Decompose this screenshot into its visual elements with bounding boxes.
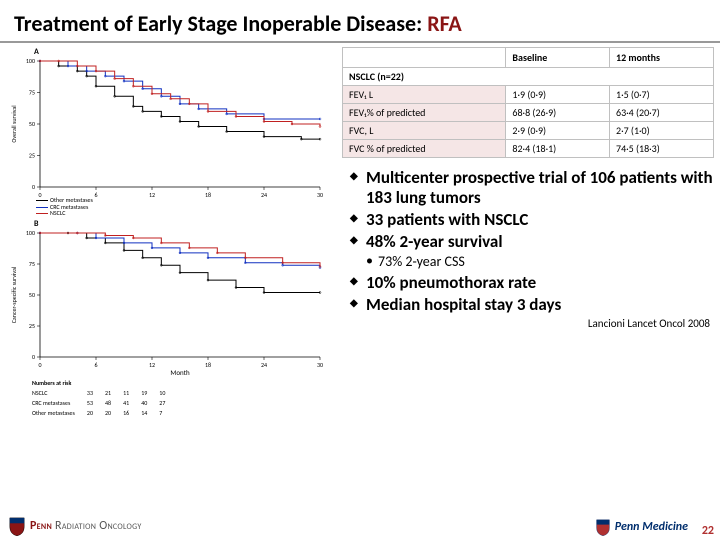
svg-text:24: 24 bbox=[261, 191, 267, 197]
svg-text:0: 0 bbox=[32, 183, 35, 191]
pft-cell: 1·9 (0·9) bbox=[506, 86, 610, 104]
bullet-item: 73% 2-year CSS bbox=[350, 254, 714, 271]
svg-text:24: 24 bbox=[261, 361, 267, 369]
title-emphasis: RFA bbox=[427, 10, 462, 37]
bullet-item: Multicenter prospective trial of 106 pat… bbox=[350, 168, 714, 208]
svg-text:0: 0 bbox=[38, 361, 41, 369]
svg-text:75: 75 bbox=[29, 260, 35, 268]
pft-section: NSCLC (n=22) bbox=[343, 68, 714, 86]
svg-text:50: 50 bbox=[29, 120, 35, 128]
citation: Lancioni Lancet Oncol 2008 bbox=[342, 317, 714, 330]
svg-text:18: 18 bbox=[205, 361, 211, 369]
svg-text:25: 25 bbox=[29, 152, 35, 160]
pft-cell: FEV₁ L bbox=[343, 86, 506, 104]
pft-cell: 68·8 (26·9) bbox=[506, 104, 610, 122]
bullet-item: 48% 2-year survival bbox=[350, 232, 714, 252]
svg-text:100: 100 bbox=[26, 57, 35, 65]
pft-cell: 1·5 (0·7) bbox=[610, 86, 714, 104]
charts-column: A 0 25 50 75 100 0 6 12 18 24 30 Overall survival O… bbox=[6, 47, 336, 419]
pft-cell: 2·7 (1·0) bbox=[610, 122, 714, 140]
chart-legend: Other metastasesCRC metastasesNSCLC bbox=[36, 197, 336, 217]
legend-item: CRC metastases bbox=[36, 204, 336, 211]
logo-radonc: Radiation Oncology bbox=[55, 519, 142, 533]
bullet-item: Median hospital stay 3 days bbox=[350, 295, 714, 315]
page-number: 22 bbox=[702, 524, 714, 538]
right-column: Baseline 12 months NSCLC (n=22) FEV₁ L1·… bbox=[340, 47, 714, 419]
pft-cell: FVC % of predicted bbox=[343, 140, 506, 158]
svg-text:6: 6 bbox=[94, 191, 97, 197]
logo-penn: Penn bbox=[30, 519, 52, 533]
shield-icon bbox=[8, 516, 26, 536]
svg-text:75: 75 bbox=[29, 89, 35, 97]
penn-radonc-logo: Penn Radiation Oncology bbox=[8, 516, 142, 536]
pft-blank-header bbox=[343, 48, 506, 68]
pft-col-baseline: Baseline bbox=[506, 48, 610, 68]
footer: Penn Radiation Oncology Penn Medicine bbox=[0, 516, 720, 536]
bullet-list: Multicenter prospective trial of 106 pat… bbox=[342, 168, 714, 315]
svg-text:100: 100 bbox=[26, 229, 35, 237]
svg-text:Cancer-specific survival: Cancer-specific survival bbox=[10, 266, 18, 323]
pft-cell: FEV₁% of predicted bbox=[343, 104, 506, 122]
pft-cell: 63·4 (20·7) bbox=[610, 104, 714, 122]
numbers-at-risk-table: Numbers at riskNSCLC3321111910CRC metast… bbox=[30, 377, 177, 419]
pft-cell: FVC, L bbox=[343, 122, 506, 140]
svg-text:Month: Month bbox=[170, 368, 190, 377]
svg-text:30: 30 bbox=[317, 361, 323, 369]
svg-text:12: 12 bbox=[149, 191, 155, 197]
svg-text:12: 12 bbox=[149, 361, 155, 369]
svg-text:0: 0 bbox=[32, 353, 35, 361]
bullet-item: 10% pneumothorax rate bbox=[350, 273, 714, 293]
svg-text:18: 18 bbox=[205, 191, 211, 197]
km-chart-b: 0 25 50 75 100 0 6 12 18 24 30 Cancer-specific surv… bbox=[6, 229, 326, 379]
penn-medicine-logo: Penn Medicine bbox=[595, 518, 712, 536]
logo-pennmed: Penn Medicine bbox=[615, 520, 688, 534]
title-main: Treatment of Early Stage Inoperable Dise… bbox=[14, 10, 427, 37]
pft-col-12mo: 12 months bbox=[610, 48, 714, 68]
svg-text:Overall survival: Overall survival bbox=[10, 105, 18, 142]
svg-text:50: 50 bbox=[29, 291, 35, 299]
pft-cell: 82·4 (18·1) bbox=[506, 140, 610, 158]
bullet-item: 33 patients with NSCLC bbox=[350, 210, 714, 230]
pft-table: Baseline 12 months NSCLC (n=22) FEV₁ L1·… bbox=[342, 47, 714, 158]
panel-b-label: B bbox=[34, 219, 336, 229]
pft-cell: 2·9 (0·9) bbox=[506, 122, 610, 140]
pft-cell: 74·5 (18·3) bbox=[610, 140, 714, 158]
svg-text:25: 25 bbox=[29, 322, 35, 330]
svg-text:6: 6 bbox=[94, 361, 97, 369]
km-chart-a: 02550751000612182430Overall survival bbox=[6, 57, 326, 197]
legend-item: NSCLC bbox=[36, 210, 336, 217]
slide-title: Treatment of Early Stage Inoperable Dise… bbox=[0, 0, 720, 43]
shield-icon bbox=[595, 518, 611, 536]
svg-text:30: 30 bbox=[317, 191, 323, 197]
panel-a-label: A bbox=[34, 47, 336, 57]
